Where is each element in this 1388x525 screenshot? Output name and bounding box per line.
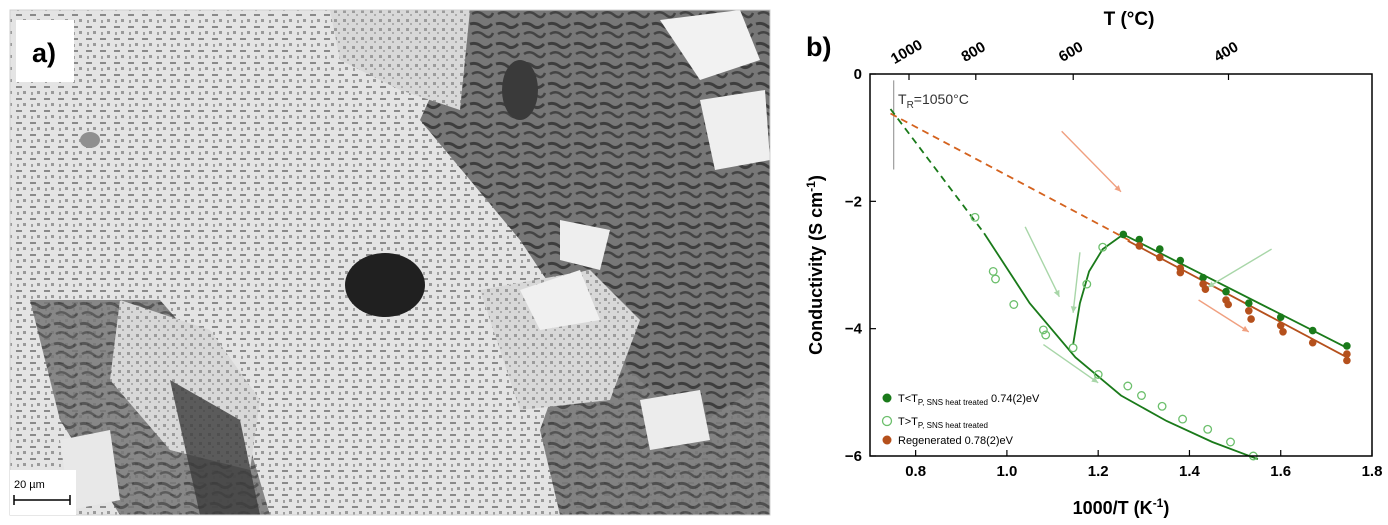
- data-point-series-3: [1176, 268, 1185, 277]
- sem-micrograph-panel: a) 20 µm: [9, 9, 771, 516]
- conductivity-chart: 0.8 1.0 1.2 1.4 1.6 1.8 0 −2 −4 −6 1000 800 600 400 b…: [804, 9, 1383, 518]
- x-tick-label: 1.6: [1270, 463, 1291, 480]
- x-axis-label: 1000/T (K-1): [1073, 496, 1170, 518]
- data-point-series-3: [1276, 321, 1285, 330]
- legend-entry-3: Regenerated 0.78(2)eV: [898, 435, 1014, 447]
- conductivity-chart-panel: 0.8 1.0 1.2 1.4 1.6 1.8 0 −2 −4 −6 1000 800 600 400 b…: [772, 0, 1388, 520]
- direction-arrow: [1061, 130, 1122, 193]
- data-point-series-1: [1308, 326, 1317, 335]
- x-tick-label: 1.8: [1362, 463, 1383, 480]
- y-tick-label: −2: [845, 193, 862, 210]
- marks-layer: [970, 212, 1351, 461]
- panel-a-label: a): [32, 38, 56, 68]
- fit-line: [890, 112, 1131, 242]
- sem-micrograph: a) 20 µm: [9, 9, 771, 516]
- data-point-series-1: [1199, 273, 1207, 282]
- data-point-series-3: [1343, 356, 1351, 365]
- direction-arrow: [1043, 344, 1099, 384]
- y-tick-label: 0: [854, 66, 862, 83]
- direction-arrowhead: [1241, 325, 1249, 332]
- x-tick-label: 1.0: [996, 463, 1017, 480]
- panel-b-label: b): [806, 32, 831, 62]
- data-point-series-3: [1224, 300, 1232, 309]
- data-point-series-2: [1123, 381, 1133, 391]
- direction-arrowhead: [1070, 306, 1077, 313]
- data-point-series-3: [1247, 315, 1255, 323]
- scalebar-box: [10, 470, 76, 515]
- data-point-series-3: [1279, 328, 1287, 336]
- legend-marker-2: [881, 415, 893, 427]
- fit-line: [983, 232, 1259, 461]
- data-point-series-2: [970, 212, 980, 222]
- data-point-series-2: [1137, 391, 1146, 400]
- data-point-series-3: [1135, 242, 1144, 250]
- direction-arrow: [1072, 252, 1081, 313]
- data-point-series-2: [1098, 242, 1108, 252]
- y-axis-label: Conductivity (S cm-1): [804, 175, 826, 355]
- data-point-series-2: [1203, 424, 1213, 434]
- direction-arrowhead: [1091, 376, 1099, 383]
- legend-marker-1: [882, 393, 892, 403]
- top-tick-label: 1000: [888, 36, 925, 67]
- legend-marker-3: [882, 435, 892, 445]
- x-tick-label: 1.2: [1088, 463, 1109, 480]
- data-point-series-1: [1119, 230, 1128, 239]
- x-tick-label: 1.4: [1179, 463, 1201, 480]
- data-point-series-2: [1093, 370, 1103, 379]
- top-tick-label: 800: [958, 38, 988, 65]
- data-point-series-2: [1041, 330, 1051, 340]
- data-point-series-3: [1201, 285, 1210, 294]
- data-point-series-2: [1178, 414, 1188, 424]
- data-point-series-1: [1156, 245, 1164, 253]
- direction-arrowhead: [1053, 289, 1060, 297]
- legend-entry-2: T>TP, SNS heat treated: [898, 416, 988, 430]
- y-tick-label: −4: [845, 321, 863, 338]
- data-point-series-1: [1343, 342, 1351, 350]
- data-point-series-2: [1038, 325, 1048, 335]
- fit-line: [1127, 240, 1348, 359]
- data-point-series-3: [1343, 350, 1351, 358]
- scalebar-label: 20 µm: [14, 479, 45, 491]
- data-point-series-1: [1222, 287, 1230, 296]
- plot-frame: [869, 73, 1373, 457]
- direction-arrowhead: [1114, 185, 1121, 192]
- data-point-series-1: [1135, 235, 1144, 244]
- data-point-series-2: [991, 274, 1000, 284]
- data-point-series-3: [1245, 307, 1253, 315]
- direction-arrow: [1198, 299, 1250, 333]
- x-tick-label: 0.8: [905, 463, 926, 480]
- data-point-series-2: [988, 266, 998, 276]
- data-point-series-2: [1082, 279, 1092, 289]
- data-point-series-2: [1157, 401, 1167, 411]
- data-point-series-3: [1308, 338, 1317, 347]
- fit-line: [1072, 233, 1124, 345]
- legend-entry-1: T<TP, SNS heat treated 0.74(2)eV: [898, 393, 1040, 407]
- y-tick-label: −6: [845, 448, 862, 465]
- data-point-series-3: [1156, 253, 1164, 262]
- direction-arrowhead: [1207, 281, 1215, 288]
- top-axis-label: T (°C): [1104, 9, 1155, 30]
- data-point-series-2: [1226, 437, 1235, 447]
- top-tick-label: 400: [1211, 38, 1241, 65]
- direction-arrow: [1207, 248, 1272, 288]
- data-point-series-1: [1245, 299, 1253, 308]
- data-point-series-2: [1068, 343, 1078, 353]
- legend: T<TP, SNS heat treated 0.74(2)eV T>TP, S…: [881, 393, 1040, 447]
- panel-a-label-box: [16, 20, 74, 82]
- data-point-series-1: [1176, 256, 1185, 265]
- top-tick-label: 600: [1056, 38, 1086, 65]
- direction-arrow: [1024, 226, 1061, 298]
- fit-line: [889, 108, 985, 234]
- data-point-series-2: [1009, 300, 1019, 309]
- reference-temperature-annotation: TR=1050°C: [898, 91, 969, 111]
- data-point-series-1: [1276, 313, 1285, 322]
